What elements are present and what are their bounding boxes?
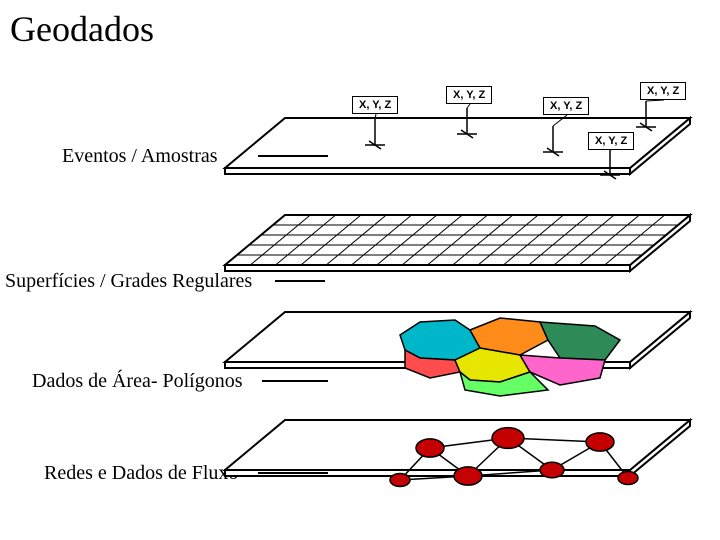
network-node bbox=[416, 439, 444, 457]
diagram-canvas bbox=[0, 0, 720, 540]
xyz-label: X, Y, Z bbox=[352, 96, 398, 114]
network-node bbox=[390, 474, 410, 487]
area-polygons bbox=[400, 318, 620, 396]
network-node bbox=[618, 472, 638, 485]
network-node bbox=[454, 467, 482, 485]
xyz-label: X, Y, Z bbox=[543, 97, 589, 115]
xyz-label: X, Y, Z bbox=[640, 82, 686, 100]
xyz-label: X, Y, Z bbox=[588, 132, 634, 150]
network-node bbox=[492, 428, 524, 449]
xyz-leader bbox=[646, 100, 664, 101]
xyz-leader bbox=[467, 104, 470, 108]
network-node bbox=[540, 462, 564, 478]
network-node bbox=[586, 433, 614, 451]
xyz-label: X, Y, Z bbox=[446, 86, 492, 104]
